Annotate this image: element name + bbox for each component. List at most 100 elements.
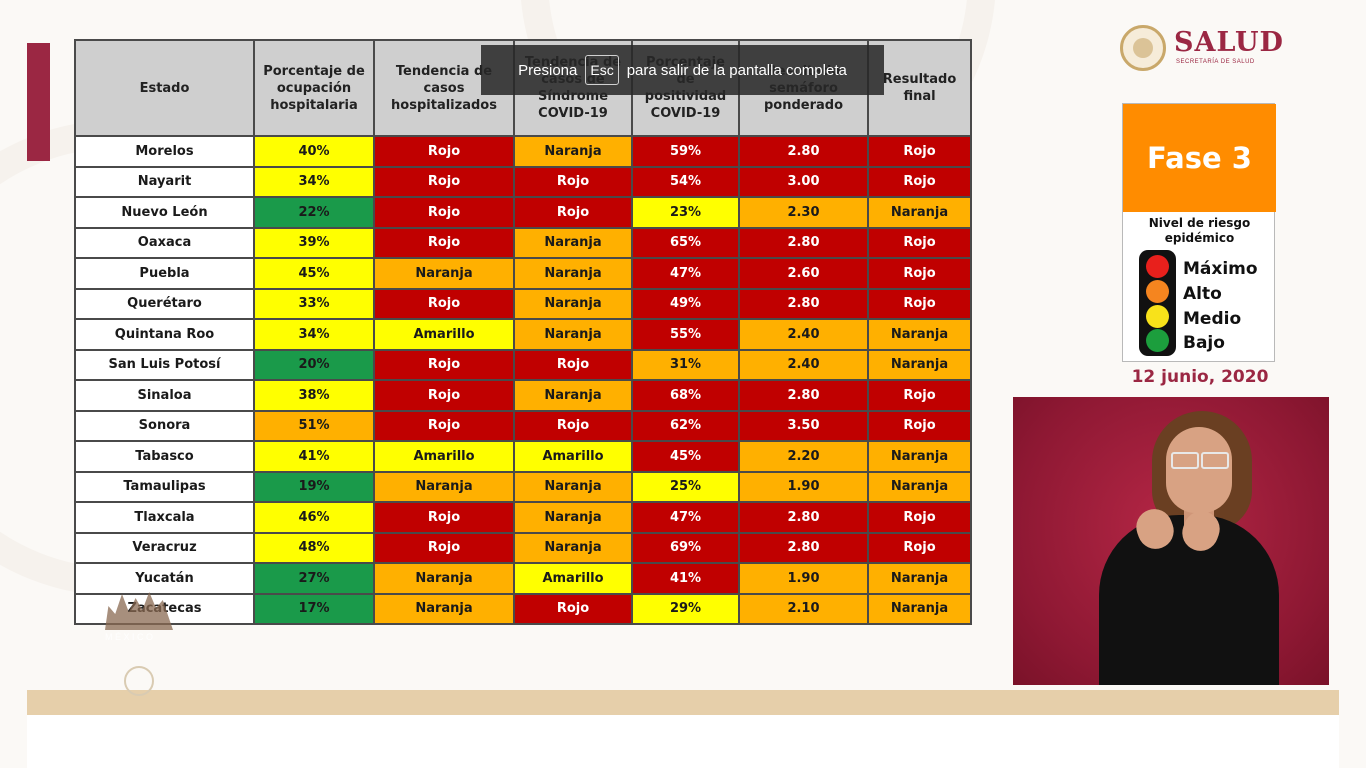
ocupacion-cell: 39% [253,226,375,259]
tendencia-sindrome-cell: Naranja [513,470,633,503]
table-row: Yucatán 27% Naranja Amarillo 41% 1.90 Naranja [74,562,972,595]
state-cell: Tamaulipas [74,470,255,503]
ponderado-cell: 3.00 [738,165,869,198]
tendencia-sindrome-cell: Amarillo [513,440,633,473]
fase-label: Fase 3 [1123,104,1276,212]
heroes-silhouette-icon [105,592,173,630]
tendencia-hospitalizados-cell: Rojo [373,531,515,564]
level-maximo: Máximo [1183,259,1258,279]
table-row: Tlaxcala 46% Rojo Naranja 47% 2.80 Rojo [74,501,972,534]
fullscreen-toast: Presiona Esc para salir de la pantalla c… [481,45,884,95]
logo-subtitle: SECRETARÍA DE SALUD [1176,59,1255,65]
sign-language-video [1013,397,1329,685]
ocupacion-cell: 20% [253,348,375,381]
tendencia-hospitalizados-cell: Rojo [373,135,515,168]
ponderado-cell: 2.80 [738,379,869,412]
risk-title-line2: epidémico [1164,231,1235,245]
ocupacion-cell: 40% [253,135,375,168]
final-cell: Rojo [867,531,972,564]
tendencia-hospitalizados-cell: Rojo [373,501,515,534]
header-estado: Estado [74,39,255,137]
ponderado-cell: 2.80 [738,531,869,564]
orange-light-icon [1146,280,1169,303]
tendencia-sindrome-cell: Rojo [513,165,633,198]
tendencia-hospitalizados-cell: Naranja [373,470,515,503]
table-row: Sonora 51% Rojo Rojo 62% 3.50 Rojo [74,409,972,442]
ponderado-cell: 2.60 [738,257,869,290]
tendencia-sindrome-cell: Naranja [513,501,633,534]
toast-suffix: para salir de la pantalla completa [626,61,847,79]
ponderado-cell: 2.80 [738,135,869,168]
ocupacion-cell: 34% [253,165,375,198]
tendencia-hospitalizados-cell: Rojo [373,226,515,259]
table-row: Oaxaca 39% Rojo Naranja 65% 2.80 Rojo [74,226,972,259]
positividad-cell: 54% [631,165,740,198]
tendencia-hospitalizados-cell: Rojo [373,348,515,381]
state-cell: Nuevo León [74,196,255,229]
seal-icon [124,666,154,696]
positividad-cell: 45% [631,440,740,473]
tendencia-hospitalizados-cell: Amarillo [373,318,515,351]
ponderado-cell: 3.50 [738,409,869,442]
ponderado-cell: 1.90 [738,470,869,503]
positividad-cell: 59% [631,135,740,168]
header-final: Resultado final [867,39,972,137]
level-bajo: Bajo [1183,333,1225,353]
state-cell: Tlaxcala [74,501,255,534]
ocupacion-cell: 33% [253,287,375,320]
table-row: Quintana Roo 34% Amarillo Naranja 55% 2.40 Nar… [74,318,972,351]
ocupacion-cell: 34% [253,318,375,351]
esc-key-button[interactable]: Esc [585,55,619,85]
table-row: San Luis Potosí 20% Rojo Rojo 31% 2.40 Naranja [74,348,972,381]
final-cell: Rojo [867,379,972,412]
state-cell: San Luis Potosí [74,348,255,381]
tendencia-hospitalizados-cell: Naranja [373,257,515,290]
level-medio: Medio [1183,309,1242,329]
tendencia-sindrome-cell: Amarillo [513,562,633,595]
ocupacion-cell: 17% [253,592,375,625]
ocupacion-cell: 27% [253,562,375,595]
final-cell: Naranja [867,470,972,503]
eagle-seal-icon [1120,25,1166,71]
state-cell: Morelos [74,135,255,168]
tendencia-sindrome-cell: Rojo [513,409,633,442]
ponderado-cell: 2.80 [738,501,869,534]
state-cell: Yucatán [74,562,255,595]
table-row: Veracruz 48% Rojo Naranja 69% 2.80 Rojo [74,531,972,564]
ocupacion-cell: 41% [253,440,375,473]
table-row: Nayarit 34% Rojo Rojo 54% 3.00 Rojo [74,165,972,198]
state-cell: Oaxaca [74,226,255,259]
state-cell: Veracruz [74,531,255,564]
watermark-text: M É X I C O [105,632,154,642]
table-row: Querétaro 33% Rojo Naranja 49% 2.80 Rojo [74,287,972,320]
state-cell: Tabasco [74,440,255,473]
ocupacion-cell: 48% [253,531,375,564]
ponderado-cell: 2.40 [738,348,869,381]
state-cell: Sonora [74,409,255,442]
interpreter-face [1166,427,1232,513]
tendencia-hospitalizados-cell: Amarillo [373,440,515,473]
tendencia-sindrome-cell: Naranja [513,379,633,412]
table-row: Tabasco 41% Amarillo Amarillo 45% 2.20 Naranja [74,440,972,473]
ponderado-cell: 2.30 [738,196,869,229]
positividad-cell: 25% [631,470,740,503]
final-cell: Rojo [867,135,972,168]
table-row: Nuevo León 22% Rojo Rojo 23% 2.30 Naranja [74,196,972,229]
final-cell: Rojo [867,409,972,442]
table-body: Morelos 40% Rojo Naranja 59% 2.80 Rojo Nayarit 3… [74,135,972,625]
report-date: 12 junio, 2020 [1131,367,1269,387]
table-row: Morelos 40% Rojo Naranja 59% 2.80 Rojo [74,135,972,168]
glasses-icon [1201,452,1229,469]
toast-prefix: Presiona [518,61,578,79]
header-ocupacion: Porcentaje de ocupación hospitalaria [253,39,375,137]
table-row: Puebla 45% Naranja Naranja 47% 2.60 Rojo [74,257,972,290]
ponderado-cell: 1.90 [738,562,869,595]
tendencia-sindrome-cell: Rojo [513,196,633,229]
risk-title: Nivel de riesgo epidémico [1123,216,1276,246]
positividad-cell: 62% [631,409,740,442]
ponderado-cell: 2.80 [738,226,869,259]
ocupacion-cell: 45% [253,257,375,290]
tendencia-sindrome-cell: Naranja [513,135,633,168]
